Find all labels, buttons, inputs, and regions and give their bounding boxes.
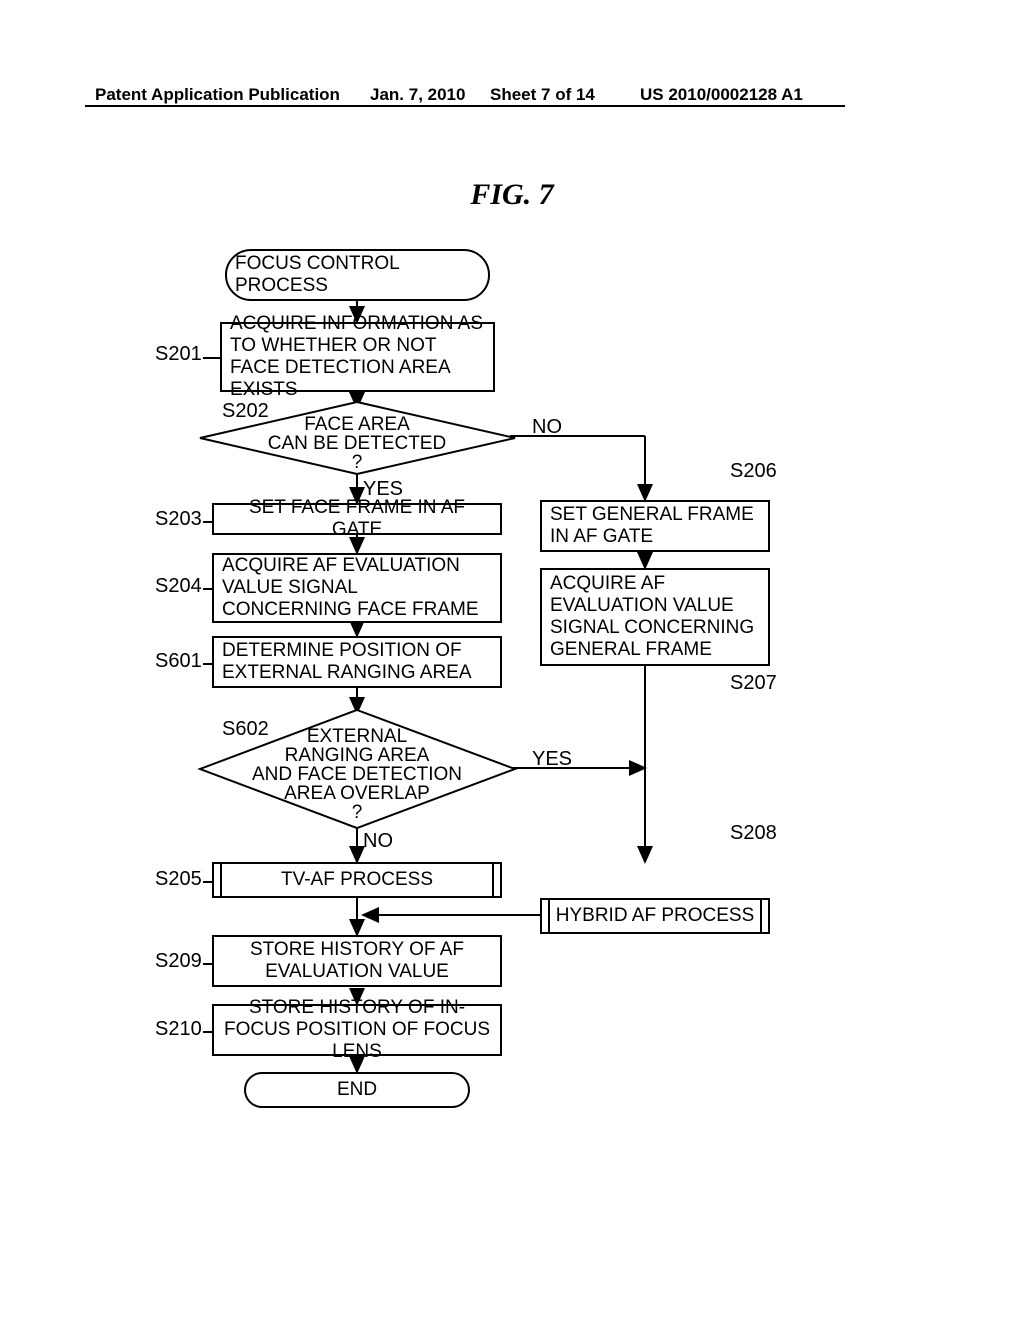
header-publication: Patent Application Publication [95,85,340,105]
s202-line1: FACE AREA [304,414,410,435]
s202-no: NO [532,416,562,439]
step-label-s210: S210 [155,1018,202,1041]
step-label-s206: S206 [730,460,777,483]
step-label-s201: S201 [155,343,202,366]
terminal-end: END [244,1072,470,1108]
s205-text: TV-AF PROCESS [281,869,433,891]
header-docket: US 2010/0002128 A1 [640,85,803,105]
s602-line3: AND FACE DETECTION [252,764,462,785]
figure-title: FIG. 7 [0,178,1024,212]
subprocess-s208: HYBRID AF PROCESS [540,898,770,934]
process-s204: ACQUIRE AF EVALUATION VALUE SIGNAL CONCE… [212,553,502,623]
terminal-start: FOCUS CONTROL PROCESS [225,249,490,301]
header-rule [85,105,845,107]
process-s209: STORE HISTORY OF AF EVALUATION VALUE [212,935,502,987]
s602-no: NO [363,830,393,853]
header-date: Jan. 7, 2010 [370,85,465,105]
s202-line2: CAN BE DETECTED [268,433,446,454]
s209-text: STORE HISTORY OF AF EVALUATION VALUE [222,939,492,983]
start-text: FOCUS CONTROL PROCESS [235,253,480,297]
process-s206: SET GENERAL FRAME IN AF GATE [540,500,770,552]
step-label-s203: S203 [155,508,202,531]
decision-s202: FACE AREA CAN BE DETECTED ? [200,402,515,474]
s602-line1: EXTERNAL [307,726,407,747]
s204-text: ACQUIRE AF EVALUATION VALUE SIGNAL CONCE… [222,555,492,621]
s602-line2: RANGING AREA [285,745,430,766]
process-s210: STORE HISTORY OF IN-FOCUS POSITION OF FO… [212,1004,502,1056]
header-sheet: Sheet 7 of 14 [490,85,595,105]
s208-text: HYBRID AF PROCESS [556,905,755,927]
step-dash-s201 [203,357,221,359]
s602-line5: ? [352,802,363,823]
process-s203: SET FACE FRAME IN AF GATE [212,503,502,535]
process-s601: DETERMINE POSITION OF EXTERNAL RANGING A… [212,636,502,688]
s601-text: DETERMINE POSITION OF EXTERNAL RANGING A… [222,640,492,684]
s602-line4: AREA OVERLAP [284,783,430,804]
step-label-s601: S601 [155,650,202,673]
process-s207: ACQUIRE AF EVALUATION VALUE SIGNAL CONCE… [540,568,770,666]
s602-yes: YES [532,748,572,771]
s201-text: ACQUIRE INFORMATION AS TO WHETHER OR NOT… [230,313,485,400]
step-label-s209: S209 [155,950,202,973]
s203-text: SET FACE FRAME IN AF GATE [222,497,492,541]
step-label-s208: S208 [730,822,777,845]
step-label-s205: S205 [155,868,202,891]
decision-s602: EXTERNAL RANGING AREA AND FACE DETECTION… [200,710,515,828]
step-label-s204: S204 [155,575,202,598]
s207-text: ACQUIRE AF EVALUATION VALUE SIGNAL CONCE… [550,573,760,660]
subprocess-s205: TV-AF PROCESS [212,862,502,898]
step-label-s207: S207 [730,672,777,695]
s206-text: SET GENERAL FRAME IN AF GATE [550,504,760,548]
s202-line3: ? [352,452,363,473]
end-text: END [337,1079,377,1101]
s210-text: STORE HISTORY OF IN-FOCUS POSITION OF FO… [222,997,492,1063]
process-s201: ACQUIRE INFORMATION AS TO WHETHER OR NOT… [220,322,495,392]
